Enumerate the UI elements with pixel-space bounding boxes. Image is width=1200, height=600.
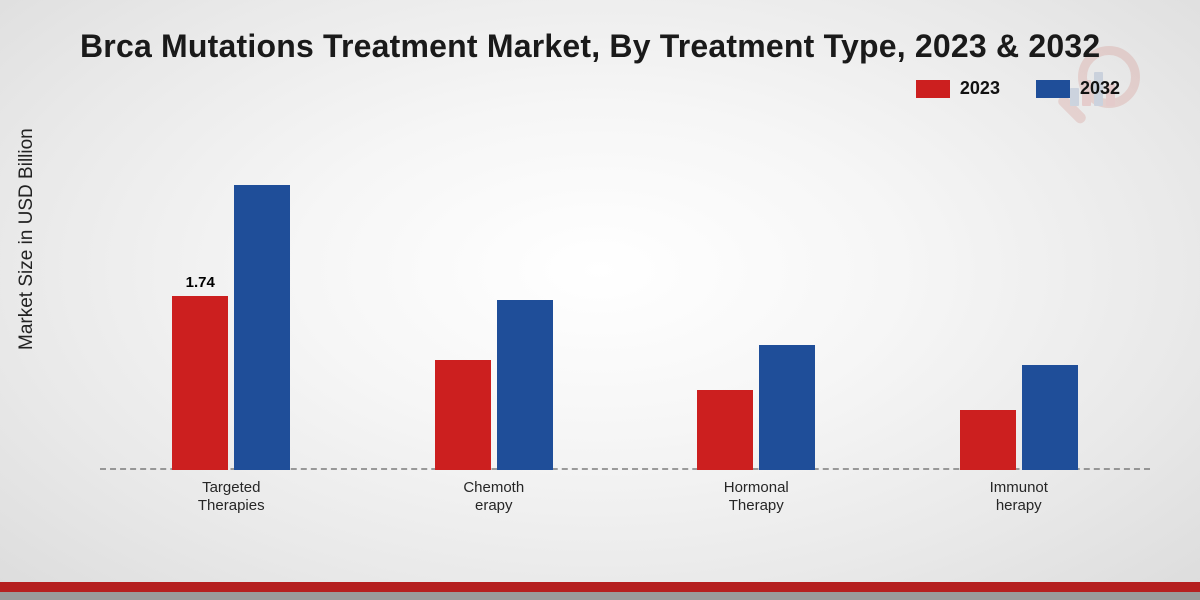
bar-2032-2	[759, 345, 815, 470]
footer-stripe-red	[0, 582, 1200, 592]
xlabel-0-l2: Therapies	[198, 497, 265, 514]
legend: 2023 2032	[916, 78, 1120, 99]
legend-item-2032: 2032	[1036, 78, 1120, 99]
value-label-0: 1.74	[186, 274, 215, 291]
legend-item-2023: 2023	[916, 78, 1000, 99]
bar-groups: 1.74	[100, 170, 1150, 470]
group-0: 1.74	[172, 185, 290, 470]
bar-2023-0: 1.74	[172, 296, 228, 470]
legend-label-2023: 2023	[960, 78, 1000, 99]
xlabel-3-l1: Immunot	[990, 479, 1048, 496]
bar-2023-1	[435, 360, 491, 470]
xlabel-2-l2: Therapy	[729, 497, 784, 514]
footer-stripe-grey	[0, 592, 1200, 600]
group-3	[960, 365, 1078, 470]
bar-2032-1	[497, 300, 553, 470]
xlabel-1: Chemoth erapy	[435, 479, 553, 517]
bar-2032-0	[234, 185, 290, 470]
chart-canvas: Brca Mutations Treatment Market, By Trea…	[0, 0, 1200, 600]
bar-2023-3	[960, 410, 1016, 470]
xlabel-1-l1: Chemoth	[463, 479, 524, 496]
legend-swatch-2023	[916, 80, 950, 98]
xlabel-0-l1: Targeted	[202, 479, 260, 496]
legend-label-2032: 2032	[1080, 78, 1120, 99]
x-axis-labels: Targeted Therapies Chemoth erapy Hormona…	[100, 479, 1150, 517]
group-1	[435, 300, 553, 470]
xlabel-0: Targeted Therapies	[172, 479, 290, 517]
xlabel-3: Immunot herapy	[960, 479, 1078, 517]
plot-area: 1.74 Targeted Therapies	[100, 170, 1150, 510]
xlabel-2: Hormonal Therapy	[697, 479, 815, 517]
xlabel-1-l2: erapy	[475, 497, 513, 514]
bar-2023-2	[697, 390, 753, 470]
xlabel-2-l1: Hormonal	[724, 479, 789, 496]
legend-swatch-2032	[1036, 80, 1070, 98]
bar-2032-3	[1022, 365, 1078, 470]
xlabel-3-l2: herapy	[996, 497, 1042, 514]
chart-title: Brca Mutations Treatment Market, By Trea…	[80, 28, 1100, 65]
group-2	[697, 345, 815, 470]
y-axis-label: Market Size in USD Billion	[16, 128, 38, 350]
